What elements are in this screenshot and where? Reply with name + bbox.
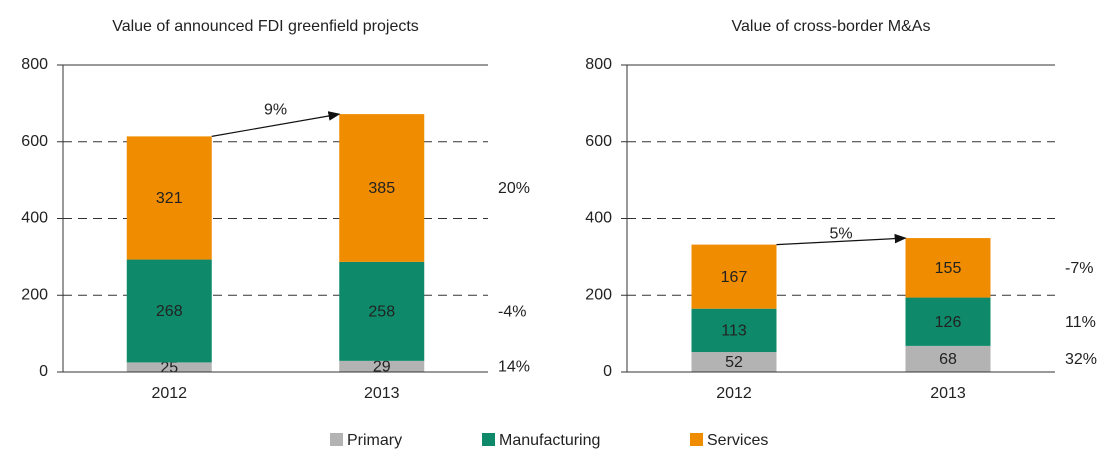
chart-title: Value of cross-border M&As bbox=[732, 18, 931, 35]
bar-segment bbox=[126, 136, 212, 260]
legend-label: Services bbox=[707, 432, 768, 449]
y-tick-label: 400 bbox=[21, 210, 48, 227]
y-tick-label: 400 bbox=[585, 210, 612, 227]
bar-segment bbox=[339, 114, 425, 262]
x-tick-label: 2012 bbox=[151, 385, 187, 402]
x-tick-label: 2013 bbox=[930, 385, 966, 402]
data-label: 167 bbox=[721, 269, 748, 286]
bar-segment bbox=[691, 352, 777, 372]
change-label: 11% bbox=[1065, 314, 1096, 331]
change-label: 14% bbox=[498, 359, 530, 376]
y-tick-label: 0 bbox=[603, 363, 612, 380]
bar-segment bbox=[339, 261, 425, 361]
bar-segment bbox=[905, 297, 991, 346]
legend-label: Primary bbox=[347, 432, 402, 449]
legend-swatch bbox=[330, 433, 343, 446]
bar-segment bbox=[691, 244, 777, 309]
data-label: 29 bbox=[373, 359, 391, 376]
y-tick-label: 600 bbox=[21, 133, 48, 150]
legend-label: Manufacturing bbox=[499, 432, 600, 449]
bar-segment bbox=[905, 345, 991, 372]
data-label: 126 bbox=[935, 314, 962, 331]
bar-segment bbox=[339, 360, 425, 372]
x-tick-label: 2012 bbox=[716, 385, 752, 402]
legend-swatch bbox=[690, 433, 703, 446]
data-label: 258 bbox=[368, 304, 395, 321]
data-label: 68 bbox=[939, 351, 957, 368]
data-label: 385 bbox=[368, 180, 395, 197]
y-tick-label: 200 bbox=[585, 286, 612, 303]
growth-label: 9% bbox=[264, 101, 287, 118]
y-tick-label: 200 bbox=[21, 286, 48, 303]
data-label: 52 bbox=[725, 354, 743, 371]
change-label: 20% bbox=[498, 180, 530, 197]
data-label: 113 bbox=[721, 323, 747, 340]
y-tick-label: 0 bbox=[39, 363, 48, 380]
bar-segment bbox=[905, 238, 991, 298]
data-label: 155 bbox=[935, 260, 962, 277]
change-label: -7% bbox=[1065, 260, 1093, 277]
growth-arrow bbox=[776, 233, 907, 246]
legend-swatch bbox=[482, 433, 495, 446]
data-label: 321 bbox=[156, 190, 183, 207]
growth-arrow bbox=[211, 111, 341, 137]
y-tick-label: 800 bbox=[585, 56, 612, 73]
bar-segment bbox=[126, 362, 212, 372]
bar-segment bbox=[126, 259, 212, 363]
bar-segment bbox=[691, 308, 777, 353]
y-tick-label: 600 bbox=[585, 133, 612, 150]
chart-title: Value of announced FDI greenfield projec… bbox=[112, 18, 419, 35]
x-tick-label: 2013 bbox=[364, 385, 400, 402]
y-tick-label: 800 bbox=[21, 56, 48, 73]
growth-label: 5% bbox=[829, 225, 852, 242]
change-label: 32% bbox=[1065, 351, 1097, 368]
change-label: -4% bbox=[498, 304, 526, 321]
data-label: 268 bbox=[156, 303, 183, 320]
